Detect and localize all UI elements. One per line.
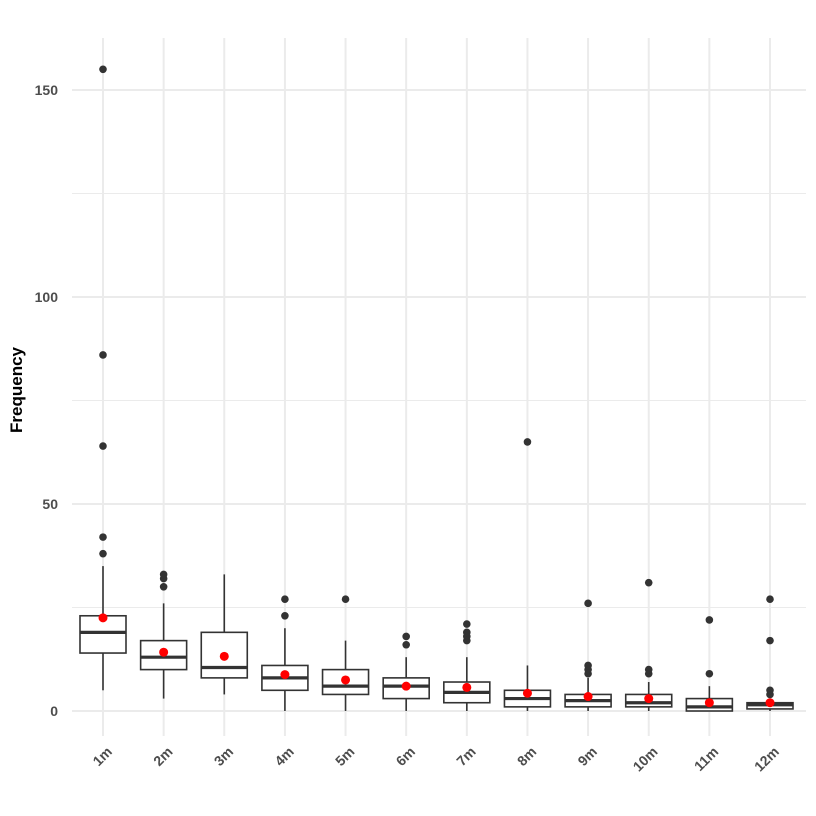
mean-point [98, 613, 108, 623]
outlier-point [523, 438, 532, 446]
outlier-point [766, 595, 774, 604]
outlier-point [159, 570, 168, 579]
outlier-point [99, 549, 107, 558]
box-group-12m [746, 595, 794, 711]
box-group-7m [443, 620, 491, 711]
outlier-point [99, 65, 107, 74]
outlier-point [99, 442, 107, 450]
outlier-point [705, 669, 714, 678]
box-group-6m [382, 632, 430, 711]
mean-point [522, 688, 532, 698]
outlier-point [644, 665, 653, 674]
outlier-point [584, 661, 592, 670]
x-tick-label: 5m [332, 743, 358, 769]
outlier-point [99, 533, 107, 541]
outlier-point [463, 620, 471, 628]
x-tick-label: 12m [751, 743, 782, 774]
x-tick-label: 1m [89, 743, 115, 769]
box-group-5m [321, 595, 370, 711]
x-tick-label: 10m [630, 743, 661, 774]
outlier-point [402, 640, 410, 649]
box-group-8m [503, 438, 552, 711]
mean-point [341, 675, 351, 685]
outlier-point [402, 632, 410, 641]
box-group-4m [261, 595, 309, 711]
mean-point [583, 692, 593, 702]
mean-point [280, 670, 290, 680]
box-group-9m [564, 599, 612, 711]
x-tick-label: 8m [514, 743, 540, 769]
box-group-3m [200, 574, 249, 695]
y-tick-label: 0 [50, 703, 58, 719]
y-tick-label: 50 [42, 496, 58, 512]
mean-point [644, 694, 654, 704]
outlier-point [159, 583, 168, 591]
mean-point [219, 651, 229, 661]
mean-point [765, 698, 775, 708]
outlier-point [766, 686, 774, 695]
box-group-11m [685, 616, 734, 712]
y-tick-label: 100 [35, 289, 59, 305]
tick-labels: 0 50 100 150 1m 2m 3m 4m 5m 6m 7m 8m 9m 10m 11m 12m [35, 82, 782, 775]
x-tick-label: 11m [691, 743, 722, 774]
box-group-1m [79, 65, 127, 691]
grid-lines [72, 38, 806, 736]
box-group-2m [139, 570, 188, 699]
mean-point [462, 682, 472, 692]
outlier-point [584, 599, 592, 608]
outlier-point [705, 616, 714, 624]
mean-point [704, 698, 714, 708]
x-tick-label: 6m [393, 743, 419, 769]
outlier-point [281, 595, 289, 604]
y-tick-label: 150 [35, 82, 59, 98]
outlier-point [644, 578, 653, 587]
x-tick-label: 7m [453, 743, 479, 769]
box [200, 631, 249, 679]
x-tick-label: 9m [574, 743, 600, 769]
x-tick-label: 3m [211, 743, 237, 769]
mean-point [401, 681, 411, 691]
mean-point [159, 647, 169, 657]
outlier-point [766, 636, 774, 645]
x-tick-label: 2m [150, 743, 176, 769]
y-axis-title: Frequency [7, 346, 26, 433]
x-tick-label: 4m [271, 743, 297, 769]
box-group-10m [624, 578, 673, 711]
outlier-point [281, 611, 289, 620]
outlier-point [99, 351, 107, 359]
outlier-point [463, 628, 471, 637]
boxes [79, 65, 794, 712]
outlier-point [341, 595, 350, 604]
